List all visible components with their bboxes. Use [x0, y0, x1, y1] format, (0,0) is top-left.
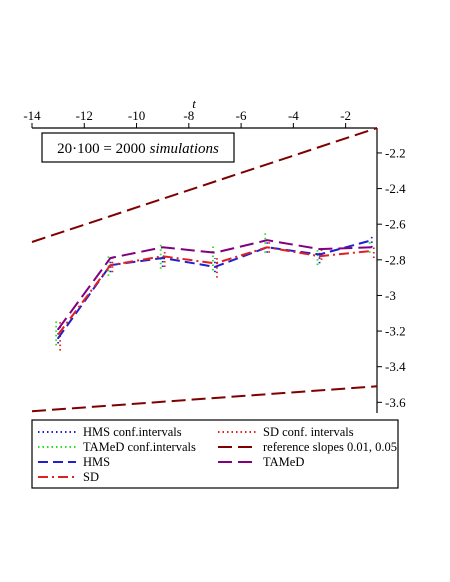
x-tick-label: -2 [340, 108, 351, 123]
series-hms-conf-intervals [57, 234, 373, 344]
annotation-frame [41, 132, 235, 163]
reference-line [31, 385, 378, 413]
y-tick-label: -2.8 [385, 252, 406, 267]
legend-label: SD [83, 470, 99, 484]
x-axis-title: t [192, 96, 196, 111]
series-tamed-conf-intervals [55, 233, 371, 346]
y-tick-label: -3 [385, 288, 396, 303]
series-line [57, 246, 372, 336]
series-sd [57, 246, 372, 336]
y-tick-label: -2.6 [385, 217, 406, 232]
legend-item: TAMeD [218, 455, 304, 469]
series-line [57, 239, 372, 330]
legend-label: TAMeD [263, 455, 304, 469]
x-tick-label: -4 [288, 108, 299, 123]
legend-label: HMS [83, 455, 110, 469]
y-tick-label: -3.6 [385, 395, 406, 410]
series-hms [57, 239, 373, 339]
legend-label: reference slopes 0.01, 0.05 [263, 440, 397, 454]
y-tick-label: -3.2 [385, 324, 406, 339]
legend-item: HMS conf.intervals [38, 425, 182, 439]
x-tick-label: -6 [236, 108, 247, 123]
legend-item: TAMeD conf.intervals [38, 440, 196, 454]
y-tick-label: -2.2 [385, 145, 406, 160]
x-tick-label: -12 [76, 108, 93, 123]
legend-item: HMS [38, 455, 110, 469]
legend-frame [31, 419, 399, 489]
series-sd-conf-intervals [59, 242, 375, 351]
legend-item: reference slopes 0.01, 0.05 [218, 440, 397, 454]
legend-label: TAMeD conf.intervals [83, 440, 196, 454]
x-tick-label: -14 [23, 108, 41, 123]
annotation-text: 20·100 = 2000 simulations [57, 141, 219, 157]
annotation-box: 20·100 = 2000 simulations [41, 132, 235, 163]
legend-item: SD [38, 470, 99, 484]
axes: -14 -12 -10 -8 -6 -4 -2 t -2.2 -2.4 -2.6 -2.8 -3 -3.2… [23, 96, 406, 413]
series-tamed [57, 239, 372, 330]
series-reference-slopes-0-01-0-05 [31, 127, 378, 413]
legend-item: SD conf. intervals [218, 425, 354, 439]
legend-label: HMS conf.intervals [83, 425, 182, 439]
y-tick-label: -3.4 [385, 359, 406, 374]
reference-line [31, 127, 378, 243]
x-tick-label: -8 [183, 108, 194, 123]
annotation-emphasis: simulations [150, 141, 219, 157]
y-tick-label: -2.4 [385, 181, 406, 196]
series-line [57, 239, 373, 339]
plot-series [31, 127, 378, 413]
annotation-formula: 20·100 = 2000 [57, 141, 145, 157]
legend-label: SD conf. intervals [263, 425, 354, 439]
x-tick-label: -10 [128, 108, 145, 123]
